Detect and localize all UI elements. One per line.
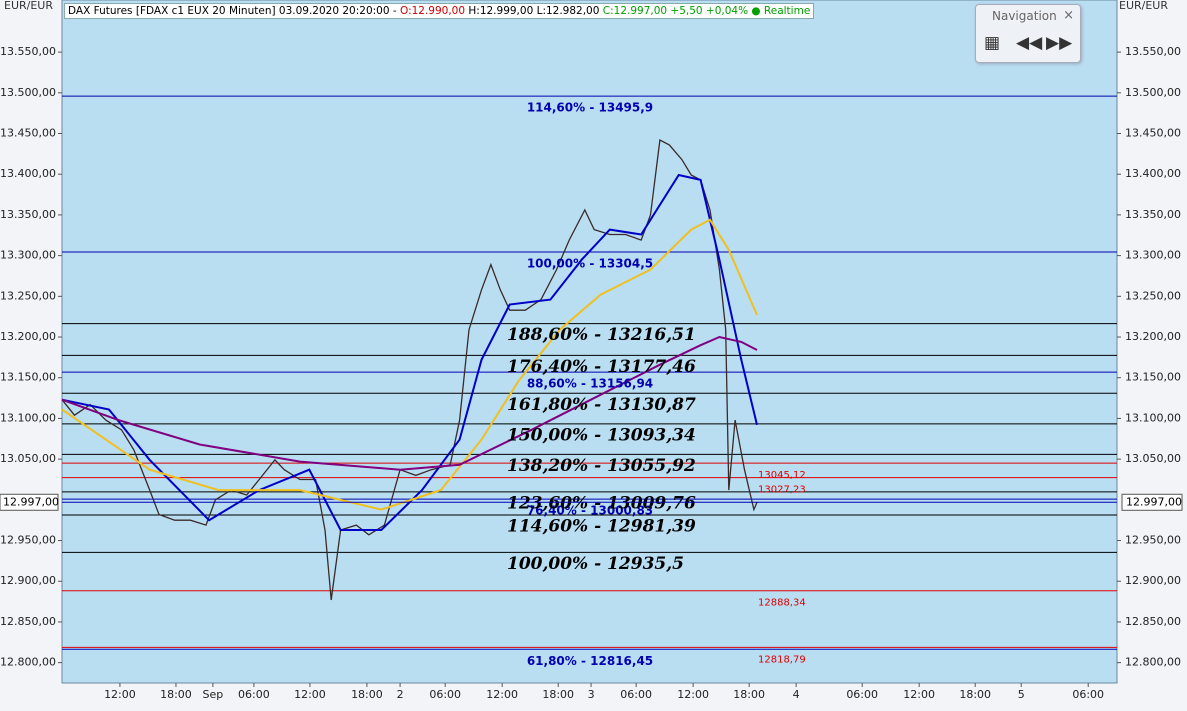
x-tick-label: 18:00: [351, 688, 383, 701]
x-tick-label: 18:00: [733, 688, 765, 701]
level-label: 176,40% - 13177,46: [507, 357, 696, 377]
y-tick-label: 13.200,00: [0, 330, 56, 343]
price-line: [61, 173, 758, 531]
x-tick-label: 18:00: [542, 688, 574, 701]
x-tick-label: 12:00: [104, 688, 136, 701]
last-price-box: [0, 493, 59, 511]
x-tick-label: 4: [793, 688, 800, 701]
level-label: 114,60% - 13495,9: [527, 101, 653, 115]
y-tick-label: 13.300,00: [0, 249, 56, 262]
x-tick-label: 2: [397, 688, 404, 701]
back-button[interactable]: ◀◀: [1016, 33, 1043, 53]
y-tick-label: 12.950,00: [0, 534, 56, 547]
level-label: 150,00% - 13093,34: [507, 425, 696, 445]
level-label: 61,80% - 12816,45: [527, 654, 653, 668]
x-tick-label: 5: [1018, 688, 1025, 701]
price-line: [61, 138, 758, 601]
x-tick-label: Sep: [203, 688, 224, 701]
close-button[interactable]: ×: [1063, 8, 1074, 23]
y-tick-label: 13.100,00: [0, 411, 56, 424]
y-tick-label: 13.250,00: [1125, 289, 1181, 302]
level-label: 138,20% - 13055,92: [507, 456, 696, 476]
y-tick-label: 12.800,00: [0, 656, 56, 669]
y-tick-label: 13.150,00: [0, 371, 56, 384]
y-tick-label: 12.850,00: [0, 615, 56, 628]
y-tick-label: 13.400,00: [0, 167, 56, 180]
y-tick-label: 13.550,00: [1125, 45, 1181, 58]
y-tick-label: 13.200,00: [1125, 330, 1181, 343]
y-unit: EUR/EUR: [4, 0, 53, 12]
level-label: 88,60% - 13156,94: [527, 377, 653, 391]
grid-button[interactable]: ▦: [984, 33, 1001, 53]
y-tick-label: 13.500,00: [0, 86, 56, 99]
y-unit: EUR/EUR: [1119, 0, 1168, 12]
x-tick-label: 06:00: [620, 688, 652, 701]
y-tick-label: 13.450,00: [0, 127, 56, 140]
y-tick-label: 13.350,00: [0, 208, 56, 221]
y-tick-label: 13.250,00: [0, 289, 56, 302]
header-part: C:12.997,00 +5,50 +0,04% ● Realtime: [602, 5, 811, 17]
level-label: 188,60% - 13216,51: [507, 325, 696, 345]
x-tick-label: 06:00: [846, 688, 878, 701]
x-tick-label: 06:00: [1072, 688, 1104, 701]
instrument-header: DAX Futures [FDAX c1 EUX 20 Minuten] 03.…: [64, 3, 815, 19]
level-label: 76,40% - 13000,83: [527, 504, 653, 518]
x-tick-label: 12:00: [486, 688, 518, 701]
y-tick-label: 13.550,00: [0, 45, 56, 58]
x-tick-label: 12:00: [903, 688, 935, 701]
y-tick-label: 13.100,00: [1125, 411, 1181, 424]
last-price-label: 12.997,00: [3, 495, 59, 508]
price-line: [61, 218, 758, 511]
y-tick-label: 13.450,00: [1125, 127, 1181, 140]
level-label: 161,80% - 13130,87: [507, 395, 696, 415]
level-label: 13045,12: [758, 470, 806, 481]
level-label: 12818,79: [758, 654, 806, 665]
y-tick-label: 13.300,00: [1125, 249, 1181, 262]
navigation-panel[interactable]: Navigation × ▦ ◀◀ ▶▶: [975, 4, 1081, 63]
last-price-box: [1121, 493, 1183, 511]
y-tick-label: 12.950,00: [1125, 534, 1181, 547]
y-tick-label: 13.500,00: [1125, 86, 1181, 99]
y-tick-label: 13.050,00: [1125, 452, 1181, 465]
level-label: 13027,23: [758, 485, 806, 496]
forward-button[interactable]: ▶▶: [1046, 33, 1073, 53]
plot-area: [61, 0, 1118, 684]
level-label: 12888,34: [758, 598, 806, 609]
header-part: H:12.999,00 L:12.982,00: [465, 5, 603, 17]
x-tick-label: 18:00: [959, 688, 991, 701]
y-tick-label: 12.850,00: [1125, 615, 1181, 628]
navigation-title: Navigation: [992, 9, 1057, 23]
x-tick-label: 3: [588, 688, 595, 701]
x-tick-label: 12:00: [677, 688, 709, 701]
level-label: 100,00% - 12935,5: [507, 554, 684, 574]
x-tick-label: 18:00: [160, 688, 192, 701]
price-line: [61, 335, 758, 471]
y-tick-label: 13.400,00: [1125, 167, 1181, 180]
level-label: 100,00% - 13304,5: [527, 256, 653, 270]
y-tick-label: 12.800,00: [1125, 656, 1181, 669]
x-tick-label: 06:00: [429, 688, 461, 701]
y-tick-label: 13.050,00: [0, 452, 56, 465]
y-tick-label: 13.350,00: [1125, 208, 1181, 221]
header-part: DAX Futures [FDAX c1 EUX 20 Minuten] 03.…: [68, 5, 400, 17]
last-price-label: 12.997,00: [1126, 495, 1182, 508]
y-tick-label: 12.900,00: [0, 574, 56, 587]
level-label: 114,60% - 12981,39: [507, 516, 696, 536]
y-tick-label: 12.900,00: [1125, 574, 1181, 587]
x-tick-label: 12:00: [294, 688, 326, 701]
x-tick-label: 06:00: [238, 688, 270, 701]
level-label: 123,60% - 13009,76: [507, 493, 696, 513]
header-part: O:12.990,00: [399, 5, 466, 17]
y-tick-label: 13.150,00: [1125, 371, 1181, 384]
